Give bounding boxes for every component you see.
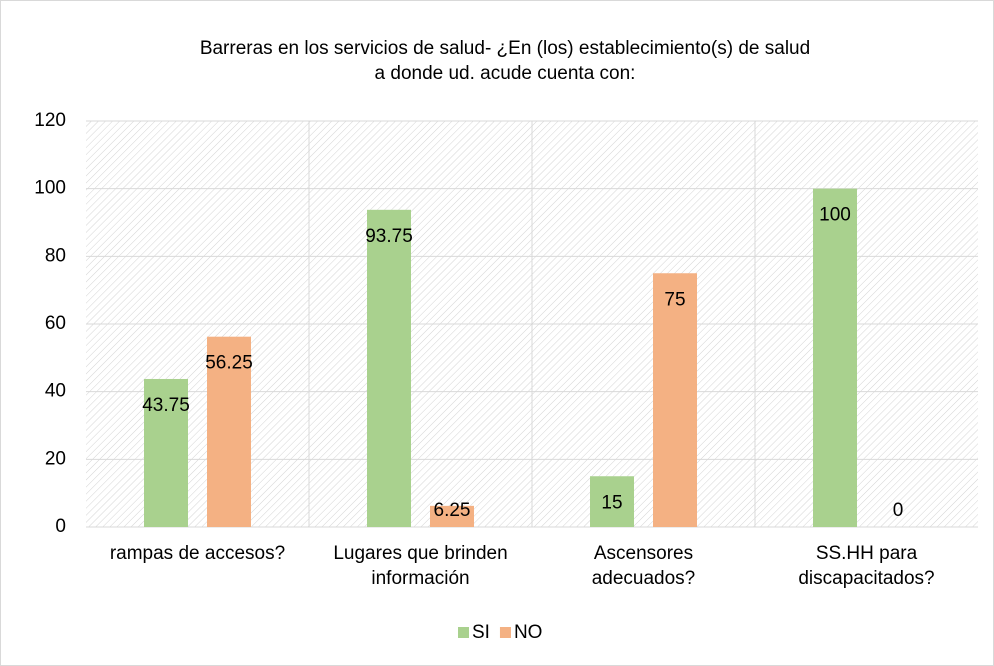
bar [367,209,411,527]
bar [590,476,634,527]
y-tick-label: 100 [34,178,66,199]
bar [207,336,251,527]
data-label: 93.75 [365,226,413,247]
data-label: 56.25 [205,353,253,374]
data-label: 6.25 [434,500,471,521]
x-tick-label: Ascensores adecuados? [591,543,696,589]
bar [430,505,474,527]
x-tick-label: Lugares que brinden información [333,543,508,589]
data-label: 43.75 [142,395,190,416]
x-tick-label: SS.HH para discapacitados? [798,543,935,589]
y-tick-label: 40 [45,381,66,402]
data-label: 75 [664,289,685,310]
y-tick-label: 60 [45,313,66,334]
legend-label: SI [472,622,490,643]
y-tick-label: 80 [45,245,66,266]
legend-swatch [499,627,511,638]
bar [813,188,857,527]
y-tick-label: 20 [45,448,66,469]
data-label: 0 [893,500,904,521]
legend-swatch [458,627,469,638]
x-tick-label: rampas de accesos? [109,543,286,564]
data-label: 15 [601,492,622,513]
chart-title: Barreras en los servicios de salud- ¿En … [199,38,811,84]
y-tick-label: 0 [55,516,66,537]
legend-label: NO [514,622,543,643]
y-tick-label: 120 [34,110,66,131]
bar [653,273,697,527]
data-label: 100 [819,205,851,226]
bar [144,378,188,527]
